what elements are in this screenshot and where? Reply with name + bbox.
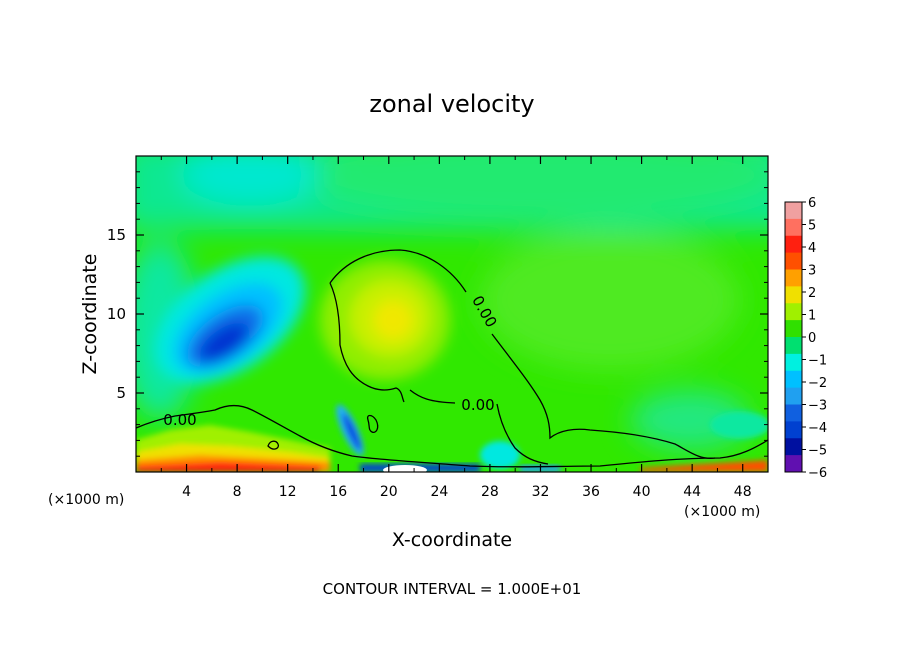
x-unit-right: (×1000 m) [684, 504, 760, 520]
x-tick-label: 8 [233, 484, 242, 500]
colorbar-swatch [785, 353, 802, 372]
surface-layer [136, 425, 768, 472]
colorbar-tick-label: 1 [808, 309, 816, 324]
colorbar: 6 5 4 3 2 1 0 −1 −2 −3 −4 −5 −6 [784, 196, 827, 481]
colorbar-swatch [785, 455, 802, 473]
plot-area: 0.00 0.00 0.00 [136, 156, 768, 472]
x-axis: 4 8 12 16 20 24 28 32 36 40 44 48 [160, 156, 752, 500]
colorbar-swatch [785, 218, 802, 237]
colorbar-tick-label: 3 [808, 264, 816, 279]
y-tick-label: 5 [116, 384, 126, 402]
colorbar-tick-label: −2 [808, 376, 827, 391]
x-tick-label: 36 [582, 484, 600, 500]
y-tick-label: 15 [107, 226, 126, 244]
colorbar-swatch [785, 404, 802, 422]
y-axis-label: Z-coordinate [79, 254, 101, 375]
colorbar-tick-label: 0 [808, 331, 816, 346]
colorbar-swatch [785, 303, 802, 321]
x-tick-label: 32 [532, 484, 550, 500]
contour-interval-note: CONTOUR INTERVAL = 1.000E+01 [323, 580, 582, 598]
colorbar-tick-label: −4 [808, 421, 827, 436]
x-tick-label: 48 [734, 484, 752, 500]
colorbar-swatch [785, 438, 802, 456]
colorbar-swatch [785, 269, 802, 287]
colorbar-swatch [785, 421, 802, 439]
colorbar-swatch [785, 202, 802, 220]
colorbar-tick-label: −1 [808, 354, 827, 369]
colorbar-swatch [785, 337, 802, 355]
x-tick-label: 12 [279, 484, 297, 500]
colorbar-tick-label: 4 [808, 241, 816, 256]
colorbar-swatch [785, 235, 802, 254]
zero-contour [136, 249, 768, 468]
colorbar-tick-label: 6 [808, 196, 816, 211]
colorbar-swatch [785, 286, 802, 304]
x-tick-label: 40 [633, 484, 651, 500]
colorbar-swatch [785, 370, 802, 389]
x-unit-left: (×1000 m) [48, 492, 124, 508]
colorbar-swatch [785, 320, 802, 338]
x-tick-label: 28 [481, 484, 499, 500]
colorbar-tick-label: 2 [808, 286, 816, 301]
colorbar-tick-label: −3 [808, 399, 827, 414]
contour-label: 0.00 [461, 396, 494, 414]
colorbar-tick-label: 5 [808, 219, 816, 234]
x-axis-label: X-coordinate [392, 529, 512, 551]
chart-title: zonal velocity [369, 90, 534, 118]
x-tick-label: 4 [182, 484, 191, 500]
x-tick-label: 44 [683, 484, 701, 500]
contour-label: 0.00 [163, 411, 196, 429]
colorbar-tick-label: −5 [808, 444, 827, 459]
colorbar-swatch [785, 252, 802, 270]
negative-core [154, 256, 306, 384]
positive-core [320, 260, 450, 380]
x-tick-label: 16 [329, 484, 347, 500]
x-tick-label: 20 [380, 484, 398, 500]
colorbar-swatch [785, 387, 802, 405]
y-axis: 5 10 15 [107, 171, 768, 457]
field-shading [136, 156, 768, 450]
x-tick-label: 24 [430, 484, 448, 500]
colorbar-tick-label: −6 [808, 466, 827, 481]
negative-jet [336, 404, 768, 469]
y-tick-label: 10 [107, 305, 126, 323]
